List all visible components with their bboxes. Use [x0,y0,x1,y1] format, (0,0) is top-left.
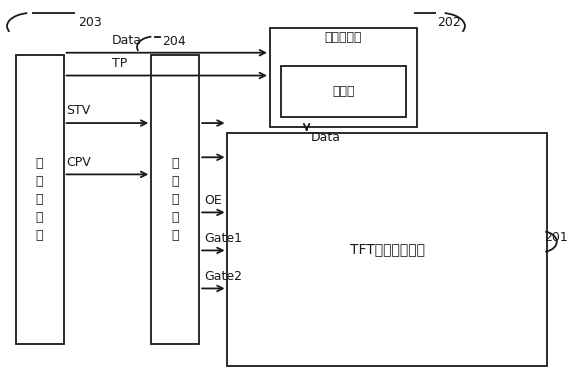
Text: Gate1: Gate1 [204,232,242,245]
Text: 栅
极
驱
动
器: 栅 极 驱 动 器 [172,157,179,242]
Bar [227,133,547,367]
Bar [281,66,406,117]
Text: TP: TP [111,57,127,70]
Text: 204: 204 [162,35,186,48]
Text: Gate2: Gate2 [204,270,242,283]
Text: Data: Data [111,34,142,47]
Bar [15,55,64,344]
Text: 时
序
控
制
器: 时 序 控 制 器 [36,157,43,242]
Text: OE: OE [204,194,222,207]
Text: Data: Data [311,131,341,144]
Text: 源极驱动器: 源极驱动器 [325,31,362,44]
Text: CPV: CPV [67,155,91,169]
Text: 暂存器: 暂存器 [332,85,355,98]
Bar [270,28,417,127]
Bar [151,55,199,344]
Text: TFT液晶显示面板: TFT液晶显示面板 [350,242,425,257]
Text: STV: STV [67,104,91,117]
Text: 202: 202 [437,16,460,29]
Text: 201: 201 [544,231,568,244]
Text: 203: 203 [77,16,102,29]
